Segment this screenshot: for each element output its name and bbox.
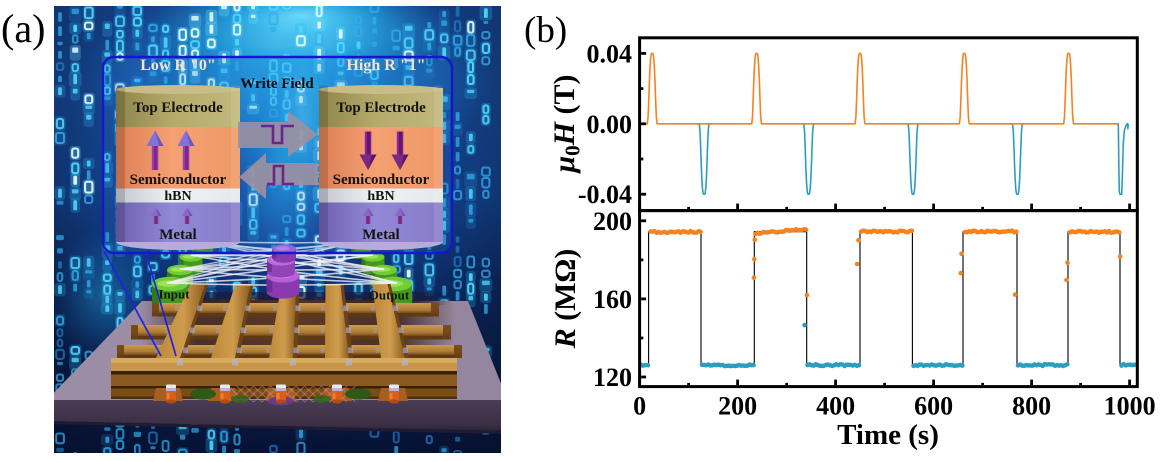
svg-text:Low R "0": Low R "0" [140,57,216,74]
svg-text:160: 160 [593,285,632,314]
svg-text:Time (s): Time (s) [837,419,939,451]
svg-text:-0.04: -0.04 [578,180,632,209]
svg-text:0: 0 [633,392,646,421]
svg-text:600: 600 [914,392,953,421]
svg-text:hBN: hBN [367,189,394,204]
svg-text:Top Electrode: Top Electrode [336,100,426,116]
svg-text:Metal: Metal [362,227,399,243]
svg-text:Semiconductor: Semiconductor [130,172,227,188]
svg-text:200: 200 [718,392,757,421]
svg-text:0.04: 0.04 [587,39,633,68]
svg-text:Metal: Metal [159,227,196,243]
svg-text:200: 200 [593,207,632,236]
svg-text:hBN: hBN [164,189,191,204]
svg-text:R (MΩ): R (MΩ) [549,249,582,350]
svg-text:Semiconductor: Semiconductor [333,172,430,188]
svg-text:Input: Input [158,287,190,302]
svg-text:High R "1": High R "1" [346,57,425,74]
svg-text:μ0H (T): μ0H (T) [548,74,585,174]
svg-text:0.00: 0.00 [587,110,633,139]
svg-text:Output: Output [369,288,410,303]
svg-text:120: 120 [593,363,632,392]
svg-text:Write Field: Write Field [240,76,314,92]
svg-text:Top Electrode: Top Electrode [133,100,223,116]
svg-text:400: 400 [816,392,855,421]
svg-text:800: 800 [1012,392,1051,421]
svg-text:1000: 1000 [1104,392,1156,421]
